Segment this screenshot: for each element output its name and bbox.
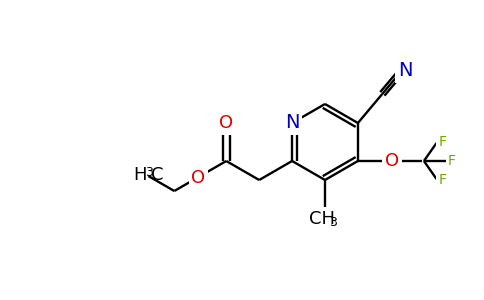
Text: F: F (448, 154, 456, 168)
Text: H: H (134, 166, 147, 184)
Text: 3: 3 (145, 167, 153, 179)
Text: F: F (439, 135, 447, 149)
Text: O: O (191, 169, 205, 187)
Text: N: N (285, 113, 299, 133)
Text: O: O (385, 152, 399, 170)
Text: C: C (151, 166, 164, 184)
Text: O: O (219, 114, 233, 132)
Text: CH: CH (309, 210, 335, 228)
Text: F: F (439, 173, 447, 187)
Text: 3: 3 (329, 215, 337, 229)
Text: N: N (398, 61, 412, 80)
